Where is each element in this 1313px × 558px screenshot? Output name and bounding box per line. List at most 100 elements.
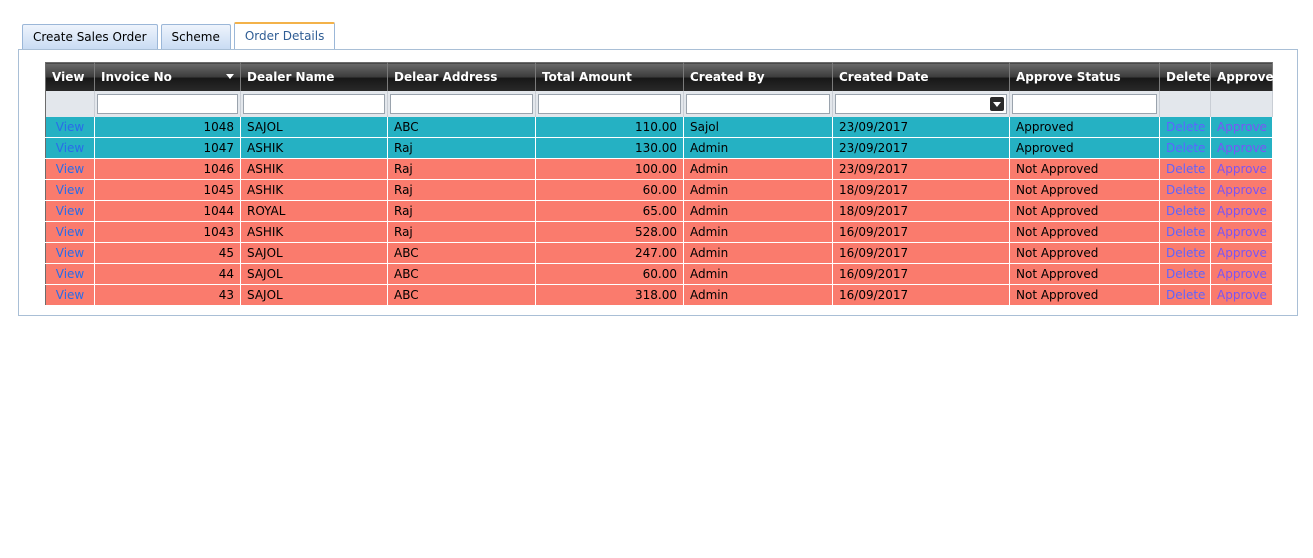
col-header-total-amount[interactable]: Total Amount bbox=[535, 62, 684, 91]
created-by-cell: Admin bbox=[683, 242, 833, 264]
approve-link[interactable]: Approve bbox=[1210, 221, 1273, 243]
view-link[interactable]: View bbox=[45, 242, 95, 264]
col-header-delete: Delete bbox=[1159, 62, 1211, 91]
col-header-dealer-name[interactable]: Dealer Name bbox=[240, 62, 388, 91]
approve-status-filter-input[interactable] bbox=[1012, 94, 1157, 114]
created-date-cell: 18/09/2017 bbox=[832, 200, 1010, 222]
filter-cell bbox=[535, 91, 684, 117]
created-date-cell: 16/09/2017 bbox=[832, 221, 1010, 243]
dealer-name-filter-input[interactable] bbox=[243, 94, 385, 114]
created-date-cell: 23/09/2017 bbox=[832, 158, 1010, 180]
filter-cell bbox=[240, 91, 388, 117]
delete-link[interactable]: Delete bbox=[1159, 179, 1211, 201]
delear-address-filter-input[interactable] bbox=[390, 94, 533, 114]
approve-link[interactable]: Approve bbox=[1210, 117, 1273, 138]
filter-cell bbox=[387, 91, 536, 117]
table-row[interactable]: View 1044 ROYAL Raj 65.00 Admin 18/09/2017 Not … bbox=[45, 200, 1273, 222]
approve-link[interactable]: Approve bbox=[1210, 242, 1273, 264]
invoice-no-cell: 1047 bbox=[94, 137, 241, 159]
total-amount-cell: 60.00 bbox=[535, 263, 684, 285]
created-date-filter-input[interactable] bbox=[835, 94, 1007, 114]
created-date-cell: 23/09/2017 bbox=[832, 137, 1010, 159]
invoice-no-cell: 1044 bbox=[94, 200, 241, 222]
tab-scheme[interactable]: Scheme bbox=[160, 24, 231, 49]
delear-address-cell: Raj bbox=[387, 200, 536, 222]
dealer-name-cell: ASHIK bbox=[240, 179, 388, 201]
tab-create-sales-order[interactable]: Create Sales Order bbox=[22, 24, 158, 49]
view-link[interactable]: View bbox=[45, 179, 95, 201]
view-link[interactable]: View bbox=[45, 263, 95, 285]
table-row[interactable]: View 1048 SAJOL ABC 110.00 Sajol 23/09/2017 App… bbox=[45, 117, 1273, 138]
total-amount-cell: 65.00 bbox=[535, 200, 684, 222]
tab-order-details[interactable]: Order Details bbox=[233, 22, 336, 49]
col-header-invoice-no[interactable]: Invoice No bbox=[94, 62, 241, 91]
invoice-no-cell: 44 bbox=[94, 263, 241, 285]
invoice-no-filter-input[interactable] bbox=[97, 94, 238, 114]
view-link[interactable]: View bbox=[45, 158, 95, 180]
created-by-cell: Admin bbox=[683, 284, 833, 306]
table-row[interactable]: View 1043 ASHIK Raj 528.00 Admin 16/09/2017 Not… bbox=[45, 221, 1273, 243]
dealer-name-cell: SAJOL bbox=[240, 117, 388, 138]
filter-cell bbox=[832, 91, 1010, 117]
dropdown-arrow-icon[interactable] bbox=[990, 97, 1004, 111]
dealer-name-cell: ROYAL bbox=[240, 200, 388, 222]
approve-link[interactable]: Approve bbox=[1210, 284, 1273, 306]
table-row[interactable]: View 45 SAJOL ABC 247.00 Admin 16/09/2017 Not A… bbox=[45, 242, 1273, 264]
delear-address-cell: ABC bbox=[387, 117, 536, 138]
created-date-cell: 16/09/2017 bbox=[832, 263, 1010, 285]
table-row[interactable]: View 43 SAJOL ABC 318.00 Admin 16/09/2017 Not A… bbox=[45, 284, 1273, 306]
dealer-name-cell: SAJOL bbox=[240, 263, 388, 285]
approve-link[interactable]: Approve bbox=[1210, 263, 1273, 285]
created-date-filter-combo[interactable] bbox=[835, 94, 1007, 114]
approve-link[interactable]: Approve bbox=[1210, 179, 1273, 201]
approve-status-cell: Not Approved bbox=[1009, 284, 1160, 306]
approve-link[interactable]: Approve bbox=[1210, 200, 1273, 222]
dealer-name-cell: SAJOL bbox=[240, 242, 388, 264]
invoice-no-cell: 1048 bbox=[94, 117, 241, 138]
delete-link[interactable]: Delete bbox=[1159, 221, 1211, 243]
created-by-cell: Admin bbox=[683, 263, 833, 285]
view-link[interactable]: View bbox=[45, 284, 95, 306]
created-by-cell: Admin bbox=[683, 137, 833, 159]
delear-address-cell: Raj bbox=[387, 179, 536, 201]
approve-status-cell: Not Approved bbox=[1009, 263, 1160, 285]
col-header-created-date[interactable]: Created Date bbox=[832, 62, 1010, 91]
table-row[interactable]: View 1047 ASHIK Raj 130.00 Admin 23/09/2017 App… bbox=[45, 137, 1273, 159]
approve-status-cell: Approved bbox=[1009, 137, 1160, 159]
delear-address-cell: ABC bbox=[387, 242, 536, 264]
header-row: View Invoice No Dealer Name Delear Addre… bbox=[45, 62, 1274, 91]
approve-link[interactable]: Approve bbox=[1210, 137, 1273, 159]
view-link[interactable]: View bbox=[45, 137, 95, 159]
delete-link[interactable]: Delete bbox=[1159, 263, 1211, 285]
sort-desc-icon[interactable] bbox=[226, 74, 234, 79]
approve-status-cell: Not Approved bbox=[1009, 242, 1160, 264]
view-link[interactable]: View bbox=[45, 117, 95, 138]
delete-link[interactable]: Delete bbox=[1159, 158, 1211, 180]
view-link[interactable]: View bbox=[45, 200, 95, 222]
delete-link[interactable]: Delete bbox=[1159, 137, 1211, 159]
delete-link[interactable]: Delete bbox=[1159, 200, 1211, 222]
created-by-filter-input[interactable] bbox=[686, 94, 830, 114]
delete-link[interactable]: Delete bbox=[1159, 242, 1211, 264]
table-row[interactable]: View 44 SAJOL ABC 60.00 Admin 16/09/2017 Not Ap… bbox=[45, 263, 1273, 285]
view-link[interactable]: View bbox=[45, 221, 95, 243]
approve-link[interactable]: Approve bbox=[1210, 158, 1273, 180]
created-date-cell: 18/09/2017 bbox=[832, 179, 1010, 201]
total-amount-cell: 318.00 bbox=[535, 284, 684, 306]
approve-status-cell: Approved bbox=[1009, 117, 1160, 138]
delete-link[interactable]: Delete bbox=[1159, 117, 1211, 138]
col-header-approve: Approve bbox=[1210, 62, 1274, 91]
created-date-cell: 16/09/2017 bbox=[832, 242, 1010, 264]
total-amount-filter-input[interactable] bbox=[538, 94, 681, 114]
col-header-approve-status[interactable]: Approve Status bbox=[1009, 62, 1160, 91]
delete-link[interactable]: Delete bbox=[1159, 284, 1211, 306]
created-by-cell: Admin bbox=[683, 200, 833, 222]
created-by-cell: Admin bbox=[683, 179, 833, 201]
table-row[interactable]: View 1045 ASHIK Raj 60.00 Admin 18/09/2017 Not … bbox=[45, 179, 1273, 201]
invoice-no-cell: 43 bbox=[94, 284, 241, 306]
col-header-delear-address[interactable]: Delear Address bbox=[387, 62, 536, 91]
table-row[interactable]: View 1046 ASHIK Raj 100.00 Admin 23/09/2017 Not… bbox=[45, 158, 1273, 180]
filter-cell-view bbox=[45, 91, 95, 117]
delear-address-cell: Raj bbox=[387, 158, 536, 180]
col-header-created-by[interactable]: Created By bbox=[683, 62, 833, 91]
